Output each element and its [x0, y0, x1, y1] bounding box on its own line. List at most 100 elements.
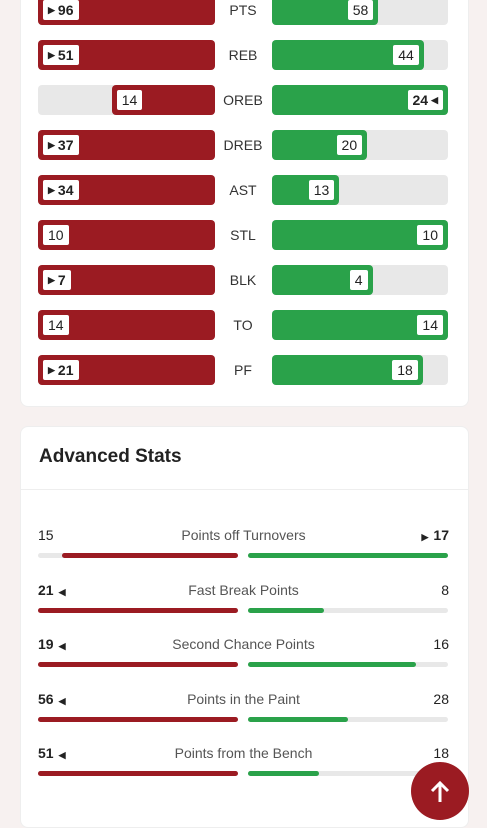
right-value-box: 14	[415, 313, 445, 337]
right-bar: 10	[272, 220, 448, 250]
right-value: 20	[341, 137, 358, 153]
lead-arrow: ◀	[58, 641, 66, 652]
right-value: 14	[422, 317, 438, 333]
stat-label: Fast Break Points	[188, 581, 299, 598]
stat-label: REB	[228, 47, 258, 63]
right-value: 58	[352, 2, 369, 18]
left-value-box: ▶ 34	[41, 178, 81, 202]
divider	[21, 489, 468, 490]
left-value: 34	[57, 182, 74, 198]
stat-label: BLK	[229, 272, 257, 288]
left-value-box: 10	[41, 223, 71, 247]
right-value-box: 58	[345, 0, 376, 22]
lead-arrow: ◀	[58, 586, 66, 597]
left-value-wrap: 56 ◀	[38, 691, 66, 707]
lead-arrow: ▶	[48, 184, 55, 195]
left-bar: ▶ 21	[38, 355, 215, 385]
left-value: 96	[57, 2, 74, 18]
right-bar	[248, 553, 448, 558]
left-bar: ▶ 51	[38, 40, 215, 70]
stat-label: Points in the Paint	[187, 690, 300, 707]
right-bar: 18	[272, 355, 423, 385]
right-bar: 14	[272, 310, 448, 340]
right-value: 18	[397, 362, 413, 378]
right-track	[248, 716, 448, 722]
left-value-wrap: 15	[38, 527, 54, 543]
lead-arrow: ◀	[58, 695, 66, 706]
left-value-box: ▶ 21	[41, 358, 81, 382]
left-bar: ▶ 34	[38, 175, 215, 205]
left-value-wrap: 51 ◀	[38, 745, 66, 761]
scroll-top-button[interactable]	[411, 762, 469, 820]
lead-arrow: ◀	[431, 94, 438, 105]
left-value: 21	[57, 362, 74, 378]
right-bar: 13	[272, 175, 340, 205]
right-track	[248, 771, 448, 777]
stat-label: Second Chance Points	[172, 636, 315, 653]
left-value-box: ▶ 7	[41, 268, 73, 292]
right-value: 8	[441, 581, 449, 598]
right-value-box: 24 ◀	[405, 88, 445, 112]
left-bar	[61, 553, 238, 558]
left-value: 56	[38, 690, 54, 707]
stat-label: PF	[234, 362, 252, 378]
left-value: 14	[48, 317, 64, 333]
left-value-box: ▶ 96	[41, 0, 81, 22]
up-arrow-icon	[430, 780, 450, 802]
right-value: 28	[433, 690, 449, 707]
right-bar: 4	[272, 265, 373, 295]
right-bar: 58	[272, 0, 379, 25]
right-value-box: 20	[334, 133, 365, 157]
left-bar	[38, 771, 238, 777]
left-value: 21	[38, 581, 54, 598]
left-value-wrap: 19 ◀	[38, 636, 66, 652]
right-bar: 24 ◀	[272, 85, 448, 115]
right-value-box: 18	[390, 358, 420, 382]
right-value: 18	[433, 745, 449, 762]
lead-arrow: ◀	[58, 750, 66, 761]
left-bar	[38, 662, 238, 668]
right-value: 24	[412, 92, 429, 108]
left-value: 51	[57, 47, 74, 63]
right-bar	[248, 607, 325, 613]
stat-label: Points from the Bench	[174, 745, 313, 762]
lead-arrow: ▶	[48, 4, 55, 15]
left-bar: 14	[111, 85, 215, 115]
left-value: 19	[38, 636, 54, 653]
right-value-box: 4	[347, 268, 370, 292]
left-bar: ▶ 37	[38, 130, 215, 160]
left-bar: 10	[38, 220, 215, 250]
left-value: 14	[121, 92, 138, 108]
left-value: 37	[57, 137, 74, 153]
lead-arrow: ▶	[48, 139, 55, 150]
right-value: 44	[398, 47, 414, 63]
left-value-box: 14	[114, 88, 145, 112]
left-value: 7	[57, 272, 66, 288]
right-value-wrap: 8	[441, 582, 449, 598]
right-bar	[248, 662, 417, 668]
left-value-box: ▶ 37	[41, 133, 81, 157]
stat-label: Points off Turnovers	[181, 527, 306, 543]
left-bar: ▶ 7	[38, 265, 215, 295]
right-value: 4	[354, 272, 363, 288]
section-title: Advanced Stats	[39, 446, 182, 467]
right-bar: 20	[272, 130, 368, 160]
left-value-box: ▶ 51	[41, 43, 81, 67]
right-value-box: 10	[415, 223, 445, 247]
left-bar: ▶ 96	[38, 0, 215, 25]
stat-label: TO	[233, 317, 253, 333]
right-value-box: 44	[391, 43, 421, 67]
stat-label: AST	[229, 182, 257, 198]
right-value-wrap: 18	[433, 745, 449, 761]
lead-arrow: ▶	[421, 532, 429, 542]
right-value: 10	[422, 227, 438, 243]
lead-arrow: ▶	[48, 274, 55, 285]
right-bar	[248, 771, 319, 777]
right-track	[248, 607, 448, 613]
right-value: 17	[433, 527, 449, 543]
lead-arrow: ▶	[48, 49, 55, 60]
left-value: 15	[38, 527, 54, 543]
right-value-wrap: ▶ 17	[422, 527, 450, 543]
advanced-card: Advanced Stats	[20, 426, 469, 828]
stat-label: PTS	[229, 2, 257, 18]
